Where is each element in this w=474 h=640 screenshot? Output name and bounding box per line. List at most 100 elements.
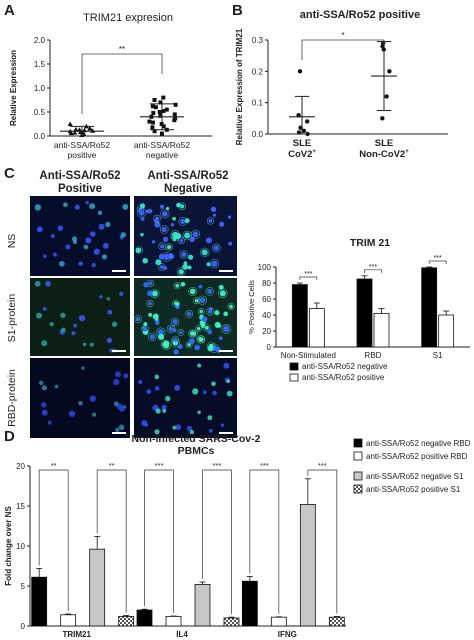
panel-letter-b: B	[232, 2, 243, 19]
cell-nucleus	[157, 329, 164, 336]
c-bar	[356, 278, 373, 348]
b-x-tick-label: CoV2+	[288, 149, 316, 160]
a-y-tick-label: 2.0	[34, 36, 46, 45]
a-point	[73, 126, 79, 132]
cell-nucleus	[226, 390, 233, 397]
cell-stain-halo	[200, 247, 210, 258]
cell-nucleus	[147, 208, 153, 214]
cell-stain-halo	[179, 249, 189, 259]
a-point	[152, 98, 157, 102]
c-bar	[373, 313, 390, 348]
b-x-tick-label-sup: +	[312, 149, 316, 155]
cell-nucleus	[189, 331, 195, 336]
cell-nucleus	[65, 244, 71, 250]
cell-nucleus	[140, 203, 146, 209]
cell-nucleus	[189, 429, 195, 435]
cell-nucleus	[161, 226, 167, 233]
cell-nucleus	[182, 263, 189, 270]
cell-nucleus	[201, 249, 208, 256]
panel-letter-a: A	[4, 2, 15, 19]
a-point	[173, 116, 178, 121]
cell-nucleus	[162, 408, 167, 413]
cell-nucleus	[160, 244, 165, 249]
cell-nucleus	[154, 429, 160, 435]
microscopy-row-label-rbd: RBD-protein	[6, 369, 18, 427]
d-bar	[328, 616, 345, 627]
d-bar	[241, 580, 258, 627]
microscopy-row-label-s1: S1-protein	[6, 293, 18, 343]
cell-nucleus	[154, 221, 161, 228]
cell-nucleus	[161, 210, 168, 217]
a-x-tick-label: positive	[68, 150, 97, 160]
cell-stain-halo	[173, 282, 181, 290]
cell-nucleus	[49, 321, 54, 327]
c-x-tick-label: S1	[433, 351, 443, 360]
cell-stain-halo	[170, 317, 180, 327]
cell-stain-halo	[172, 299, 180, 307]
cell-nucleus	[212, 213, 217, 217]
c-bar	[438, 314, 455, 348]
cell-nucleus	[50, 234, 55, 239]
d-bar	[60, 614, 77, 627]
c-legend-swatch	[289, 373, 299, 382]
cell-nucleus	[194, 344, 200, 351]
cell-nucleus	[202, 390, 207, 395]
c-bar	[421, 267, 438, 348]
cell-nucleus	[91, 263, 96, 268]
a-y-label: Relative Expression	[9, 50, 18, 126]
a-point	[161, 124, 166, 129]
cell-nucleus	[175, 424, 182, 431]
cell-stain-halo	[182, 230, 192, 241]
cell-nucleus	[201, 316, 208, 323]
d-significance-label: **	[109, 461, 115, 470]
cell-nucleus	[172, 237, 177, 242]
d-significance-bracket	[96, 469, 127, 613]
a-point	[153, 105, 158, 110]
cell-nucleus	[142, 257, 148, 264]
cell-nucleus	[208, 218, 213, 223]
d-title: Non-infected SARS-Cov-2	[132, 433, 261, 445]
micrograph-cells	[134, 279, 235, 355]
cell-nucleus	[155, 317, 159, 322]
cell-stain-halo	[178, 202, 187, 211]
cell-nucleus	[42, 307, 47, 311]
cell-nucleus	[140, 216, 145, 221]
d-legend-swatch	[353, 484, 363, 494]
cell-nucleus	[113, 401, 119, 407]
cell-nucleus	[189, 236, 195, 243]
cell-nucleus	[223, 311, 229, 317]
cell-nucleus	[106, 337, 113, 344]
cell-stain-halo	[158, 242, 167, 251]
micrograph-cells	[34, 200, 129, 268]
cell-nucleus	[184, 218, 190, 224]
chart-b-ssa-positive: anti-SSA/Ro52 positive 0.0 0.1 0.2 0.3 Relati…	[235, 9, 448, 160]
b-x-tick-label: SLE	[375, 138, 393, 149]
micrograph-s1-negative	[134, 278, 237, 356]
c-significance-bracket	[299, 276, 318, 280]
c-legend-label: anti-SSA/Ro52 negative	[302, 362, 388, 371]
cell-nucleus	[41, 385, 48, 391]
cell-nucleus	[122, 203, 129, 210]
b-significance-label: *	[341, 31, 344, 40]
c-significance-label: ***	[369, 264, 377, 271]
cell-nucleus	[143, 282, 149, 288]
d-legend-label: anti-SSA/Ro52 negative RBD	[366, 439, 471, 448]
cell-nucleus	[212, 390, 217, 396]
cell-nucleus	[179, 238, 184, 243]
a-point	[150, 120, 155, 125]
cell-nucleus	[207, 309, 213, 314]
cell-nucleus	[148, 281, 153, 286]
cell-stain-halo	[159, 225, 169, 234]
c-y-tick-label: 20	[262, 327, 271, 336]
b-y-tick-label: 0.0	[252, 130, 264, 139]
cell-stain-halo	[135, 246, 144, 254]
a-point	[158, 100, 163, 105]
a-x-tick-label: anti-SSA/Ro52	[134, 140, 190, 150]
cell-nucleus	[83, 244, 89, 250]
cell-nucleus	[148, 312, 153, 317]
b-significance-bracket	[301, 39, 385, 60]
cell-nucleus	[197, 363, 202, 368]
cell-nucleus	[105, 221, 111, 227]
cell-nucleus	[154, 216, 160, 221]
